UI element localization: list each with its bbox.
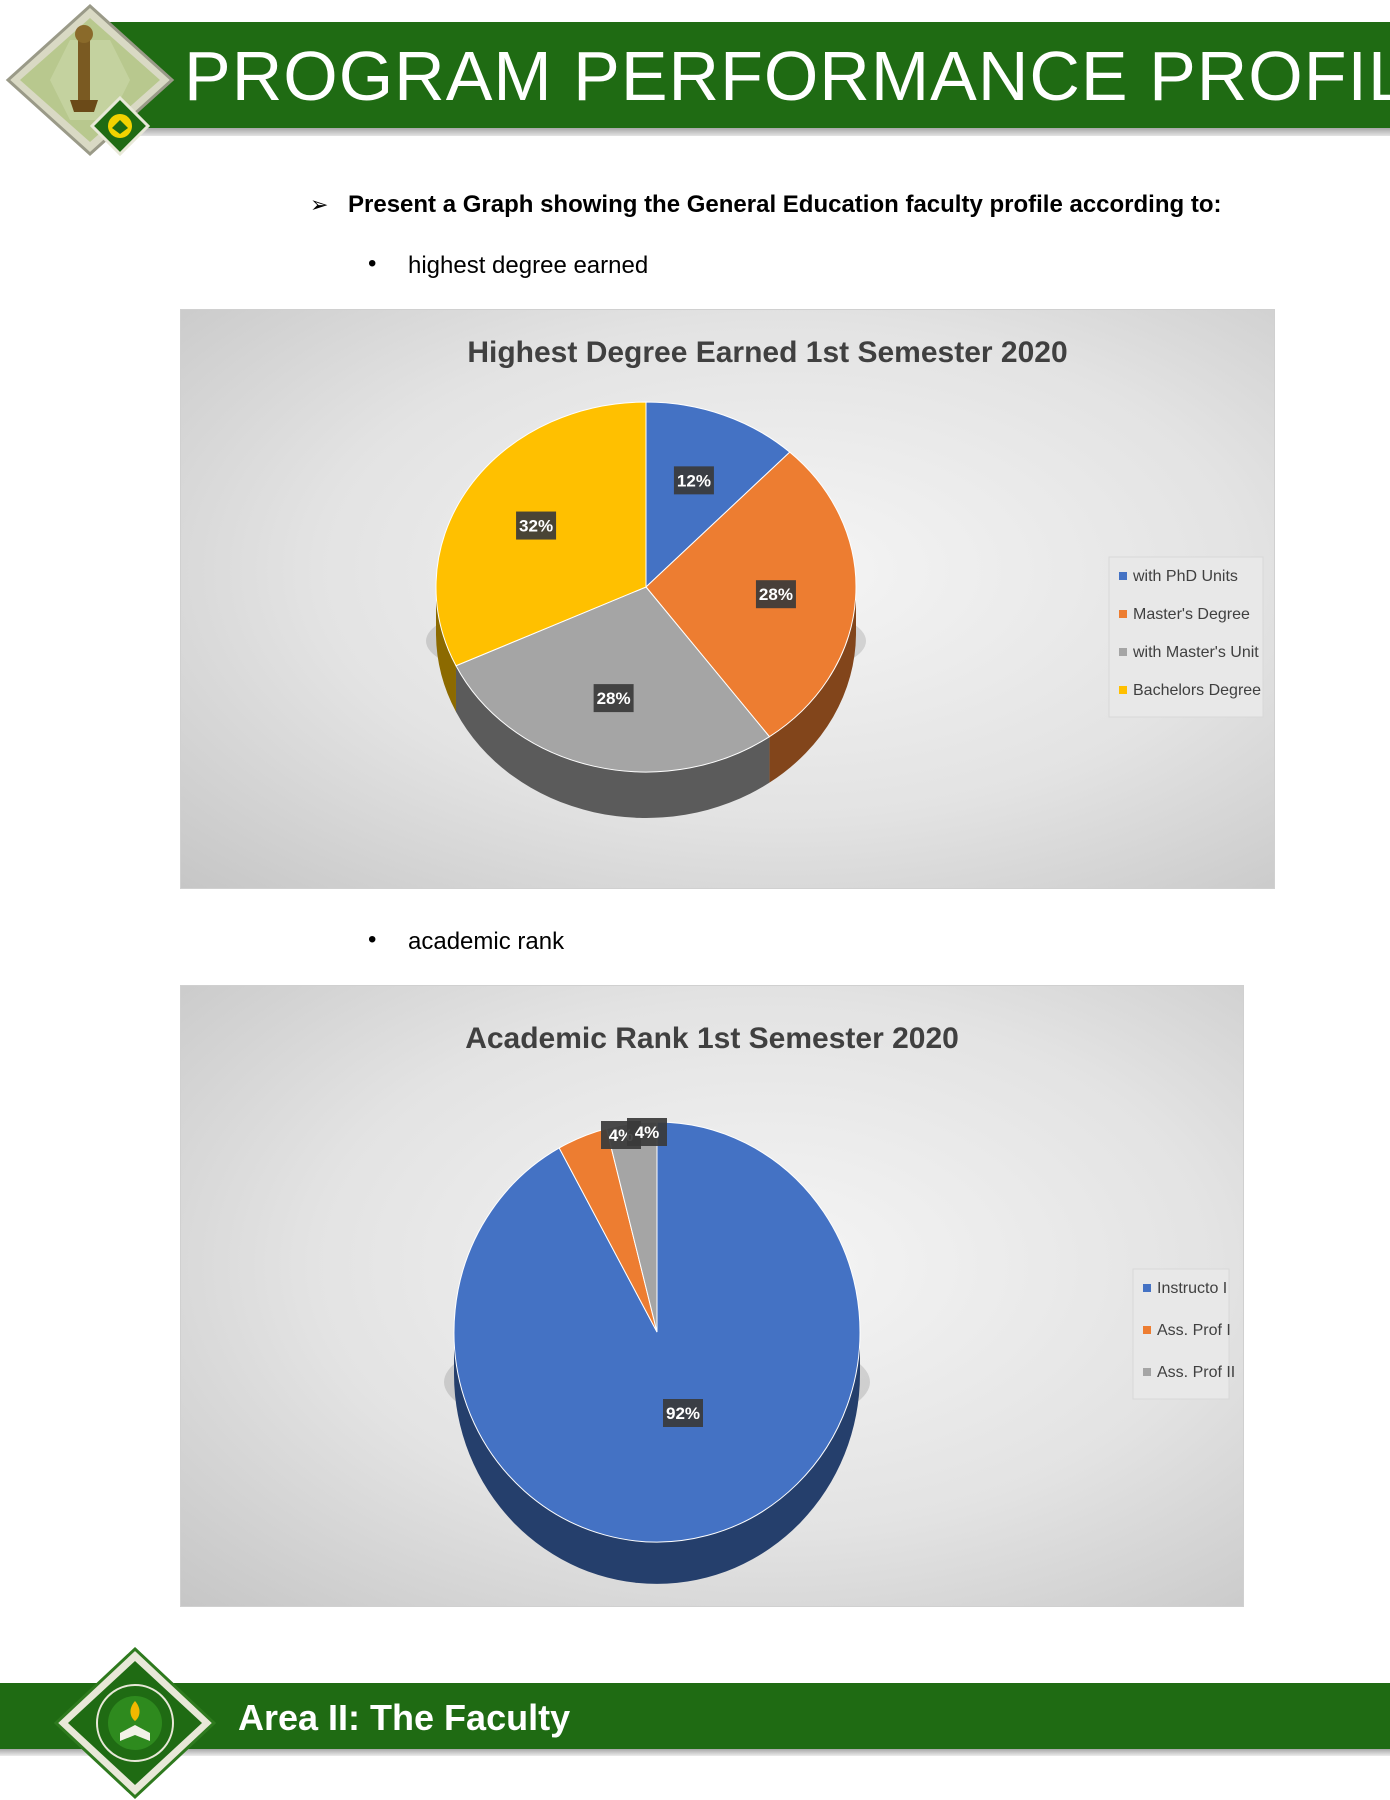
legend-label: Ass. Prof II <box>1157 1364 1235 1381</box>
data-label-box <box>516 511 557 540</box>
data-label-box <box>663 1399 703 1427</box>
data-label-box <box>627 1118 667 1146</box>
pie-slice <box>645 401 791 589</box>
footer-bar <box>0 1683 1390 1749</box>
header-bar <box>108 22 1390 128</box>
data-label-box <box>755 580 796 609</box>
legend-label: with PhD Units <box>1132 568 1238 585</box>
chart-title: Academic Rank 1st Semester 2020 <box>465 1022 959 1055</box>
data-label: 32% <box>519 517 553 536</box>
data-label: 28% <box>759 585 793 604</box>
pie-slice-side <box>436 587 456 712</box>
data-label: 92% <box>666 1404 700 1423</box>
university-emblem-logo <box>5 3 175 157</box>
legend-swatch <box>1143 1284 1151 1292</box>
arrow-bullet-icon: ➢ <box>310 192 329 217</box>
pie-chart-svg: Highest Degree Earned 1st Semester 2020 1… <box>426 336 1264 818</box>
pie-slice-side <box>454 1332 860 1584</box>
legend-swatch <box>1119 572 1127 580</box>
page-title: PROGRAM PERFORMANCE PROFILE <box>184 37 1390 115</box>
legend-label: Instructo I <box>1157 1280 1227 1297</box>
bullet-text: academic rank <box>408 928 565 955</box>
legend-swatch <box>1119 686 1127 694</box>
pie-slice-side <box>769 587 856 783</box>
bullet-dot-icon: • <box>368 926 377 953</box>
legend-box <box>1108 556 1264 718</box>
legend-label: Ass. Prof I <box>1157 1322 1231 1339</box>
legend-swatch <box>1119 648 1127 656</box>
legend-swatch <box>1143 1326 1151 1334</box>
data-label: 12% <box>677 471 711 490</box>
data-label: 4% <box>635 1123 660 1142</box>
legend-label: Master's Degree <box>1133 606 1250 623</box>
chart-highest-degree: Highest Degree Earned 1st Semester 2020 1… <box>180 309 1275 889</box>
data-label-box <box>673 466 714 495</box>
pie-slice <box>645 451 857 738</box>
data-label: 28% <box>597 689 631 708</box>
legend-label: with Master's Unit <box>1132 644 1259 661</box>
chart-title: Highest Degree Earned 1st Semester 2020 <box>467 336 1067 369</box>
header-divider <box>108 128 1390 136</box>
bullet-dot-icon: • <box>368 250 377 277</box>
data-label-box <box>593 684 634 713</box>
legend-swatch <box>1119 610 1127 618</box>
pie-slice <box>455 586 771 773</box>
pie-slice-side <box>455 665 770 818</box>
legend-label: Bachelors Degree <box>1133 682 1261 699</box>
footer-divider <box>0 1749 1390 1756</box>
footer-title: Area II: The Faculty <box>238 1697 571 1738</box>
intro-instruction: Present a Graph showing the General Educ… <box>348 191 1222 218</box>
university-seal-logo <box>53 1646 217 1800</box>
bullet-text: highest degree earned <box>408 252 649 279</box>
chart-academic-rank: Academic Rank 1st Semester 2020 92% 4% 4% In… <box>180 985 1244 1607</box>
legend-swatch <box>1143 1368 1151 1376</box>
